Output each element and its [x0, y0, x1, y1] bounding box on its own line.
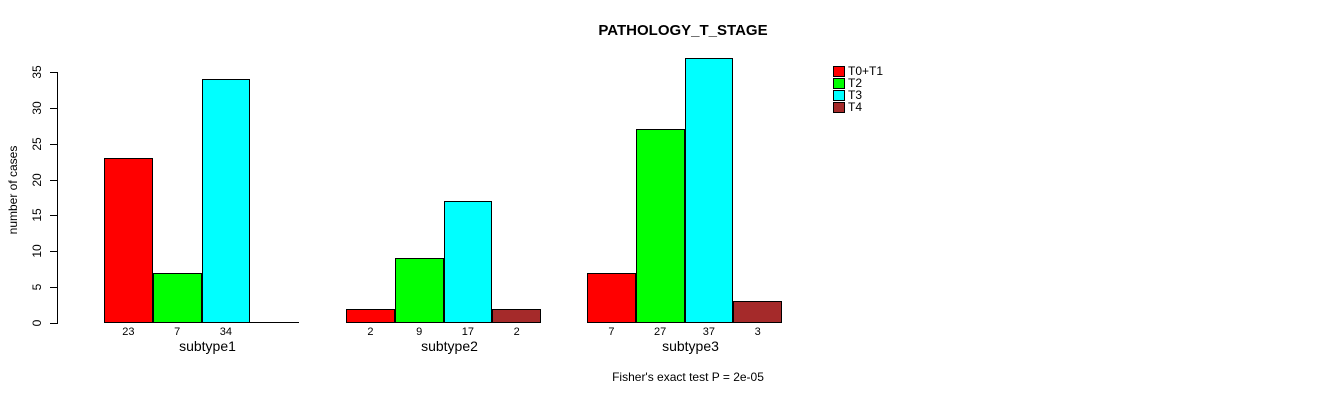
- bar: [492, 309, 541, 323]
- bar-value-label: 2: [513, 326, 520, 338]
- category-label: subtype2: [421, 338, 478, 354]
- bar: [395, 258, 444, 323]
- y-axis-line: [57, 72, 58, 324]
- bar-value-label: 23: [122, 326, 135, 338]
- y-tick-label: 25: [30, 137, 44, 151]
- bar-value-label: 7: [174, 326, 181, 338]
- bar: [733, 301, 782, 323]
- bar: [153, 273, 202, 323]
- bar-value-label: 9: [416, 326, 423, 338]
- bar: [104, 158, 153, 323]
- bar-value-label: 27: [654, 326, 667, 338]
- legend-swatch: [833, 66, 845, 77]
- annotation-text: Fisher's exact test P = 2e-05: [612, 370, 764, 384]
- y-tick-label: 5: [30, 283, 44, 291]
- y-tick-label: 0: [30, 319, 44, 327]
- legend-swatch: [833, 78, 845, 89]
- bar-value-label: 17: [461, 326, 474, 338]
- bar-value-label: 2: [367, 326, 374, 338]
- legend-item-label: T0+T1: [848, 64, 884, 78]
- bar-value-label: 3: [754, 326, 761, 338]
- bar: [346, 309, 395, 323]
- y-tick-label: 20: [30, 173, 44, 187]
- legend-item-label: T3: [848, 88, 863, 102]
- legend-swatch: [833, 102, 845, 113]
- y-tick-label: 35: [30, 65, 44, 79]
- y-tick-label: 30: [30, 101, 44, 115]
- legend-item-label: T4: [848, 100, 863, 114]
- bar-value-label: 7: [608, 326, 615, 338]
- bar: [202, 79, 250, 323]
- bar-value-label: 37: [702, 326, 715, 338]
- bar: [444, 201, 492, 323]
- y-tick: [50, 108, 57, 109]
- bar-value-label: 34: [219, 326, 232, 338]
- y-axis-label: number of cases: [6, 145, 20, 235]
- y-tick: [50, 180, 57, 181]
- y-tick: [50, 323, 57, 324]
- y-tick: [50, 144, 57, 145]
- y-tick: [50, 215, 57, 216]
- category-label: subtype1: [179, 338, 236, 354]
- bar: [636, 129, 685, 323]
- chart-title: PATHOLOGY_T_STAGE: [598, 22, 768, 39]
- legend-item-label: T2: [848, 76, 863, 90]
- bar: [587, 273, 636, 323]
- bar: [685, 58, 733, 323]
- y-tick: [50, 251, 57, 252]
- y-tick: [50, 287, 57, 288]
- zero-value-bar: [250, 322, 299, 323]
- category-label: subtype3: [662, 338, 719, 354]
- y-tick-label: 15: [30, 208, 44, 222]
- y-tick-label: 10: [30, 244, 44, 258]
- legend-swatch: [833, 90, 845, 101]
- y-tick: [50, 72, 57, 73]
